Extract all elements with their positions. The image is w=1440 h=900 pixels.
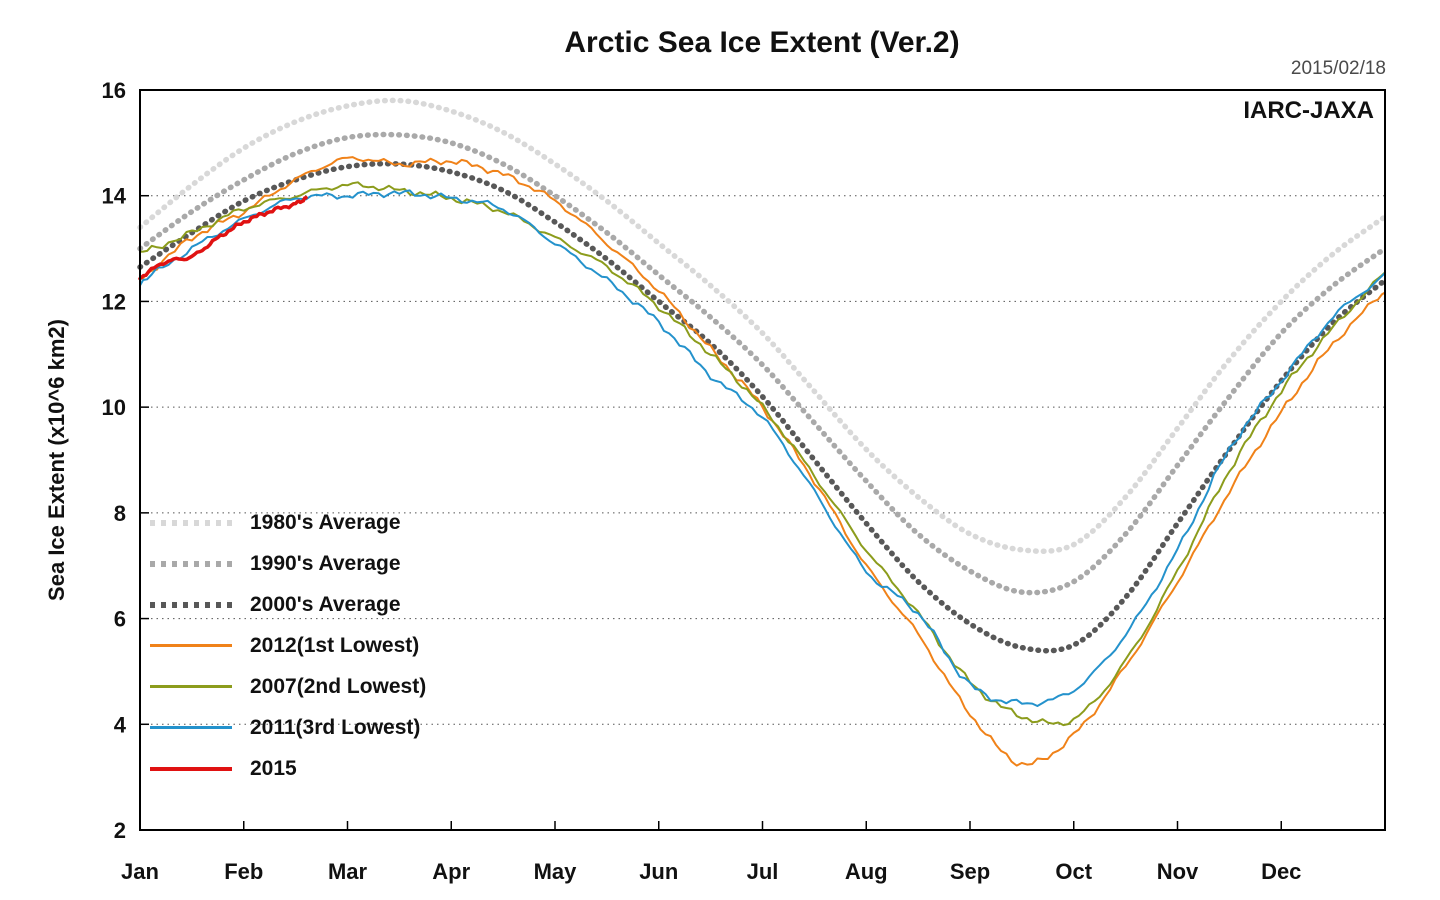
legend-line-sample <box>150 560 232 567</box>
legend-label: 1990's Average <box>250 551 401 575</box>
x-tick-label-mar: Mar <box>328 859 368 884</box>
legend-label: 2015 <box>250 756 297 780</box>
x-tick-label-jul: Jul <box>747 859 779 884</box>
series-line-2015 <box>138 195 308 281</box>
axis-labels: 2 4 6 8 10 12 14 16 Jan Feb Mar Apr May Jun Jul Aug Sep O… <box>102 78 1302 884</box>
x-tick-label-aug: Aug <box>845 859 888 884</box>
legend-item-1990-s-average: 1990's Average <box>150 543 426 584</box>
legend-line-sample <box>150 726 232 729</box>
y-tick-label-4: 4 <box>114 712 127 737</box>
y-tick-label-12: 12 <box>102 289 126 314</box>
y-tick-label-10: 10 <box>102 395 126 420</box>
x-tick-label-feb: Feb <box>224 859 263 884</box>
axis-ticks <box>139 89 1386 831</box>
legend-label: 2007(2nd Lowest) <box>250 674 427 698</box>
legend: 1980's Average 1990's Average 2000's Avera… <box>150 502 426 789</box>
legend-item-2015: 2015 <box>150 748 426 789</box>
series-line-2000-s-average <box>137 160 1388 654</box>
legend-label: 1980's Average <box>250 510 401 534</box>
legend-label: 2011(3rd Lowest) <box>250 715 421 739</box>
x-tick-label-jan: Jan <box>121 859 159 884</box>
series-line-2007-2nd-lowest <box>139 181 1386 727</box>
y-tick-label-16: 16 <box>102 78 126 103</box>
legend-line-sample <box>150 601 232 608</box>
y-tick-label-8: 8 <box>114 501 126 526</box>
y-axis-title: Sea Ice Extent (x10^6 km2) <box>44 319 69 601</box>
legend-item-1980-s-average: 1980's Average <box>150 502 426 543</box>
legend-line-sample <box>150 685 232 688</box>
source-label: IARC-JAXA <box>1243 97 1374 124</box>
legend-line-sample <box>150 519 232 526</box>
x-tick-label-oct: Oct <box>1055 859 1092 884</box>
y-tick-label-14: 14 <box>102 184 127 209</box>
legend-line-sample <box>150 644 232 647</box>
legend-label: 2000's Average <box>250 592 401 616</box>
legend-label: 2012(1st Lowest) <box>250 633 420 657</box>
y-tick-label-2: 2 <box>114 818 126 843</box>
x-tick-label-nov: Nov <box>1157 859 1199 884</box>
series-line-2012-1st-lowest <box>139 156 1386 767</box>
legend-item-2011-3rd-lowest: 2011(3rd Lowest) <box>150 707 426 748</box>
x-tick-label-jun: Jun <box>639 859 678 884</box>
series-lines <box>137 97 1388 767</box>
x-tick-label-sep: Sep <box>950 859 990 884</box>
series-line-1990-s-average <box>137 131 1388 596</box>
legend-item-2000-s-average: 2000's Average <box>150 584 426 625</box>
legend-line-sample <box>150 766 232 771</box>
y-tick-label-6: 6 <box>114 607 126 632</box>
date-label: 2015/02/18 <box>1291 58 1386 79</box>
legend-item-2007-2nd-lowest: 2007(2nd Lowest) <box>150 666 426 707</box>
x-tick-label-may: May <box>534 859 578 884</box>
series-line-1980-s-average <box>137 97 1388 555</box>
x-tick-label-apr: Apr <box>432 859 470 884</box>
legend-item-2012-1st-lowest: 2012(1st Lowest) <box>150 625 426 666</box>
chart-title: Arctic Sea Ice Extent (Ver.2) <box>564 26 959 59</box>
x-tick-label-dec: Dec <box>1261 859 1301 884</box>
series-line-2011-3rd-lowest <box>139 189 1386 707</box>
